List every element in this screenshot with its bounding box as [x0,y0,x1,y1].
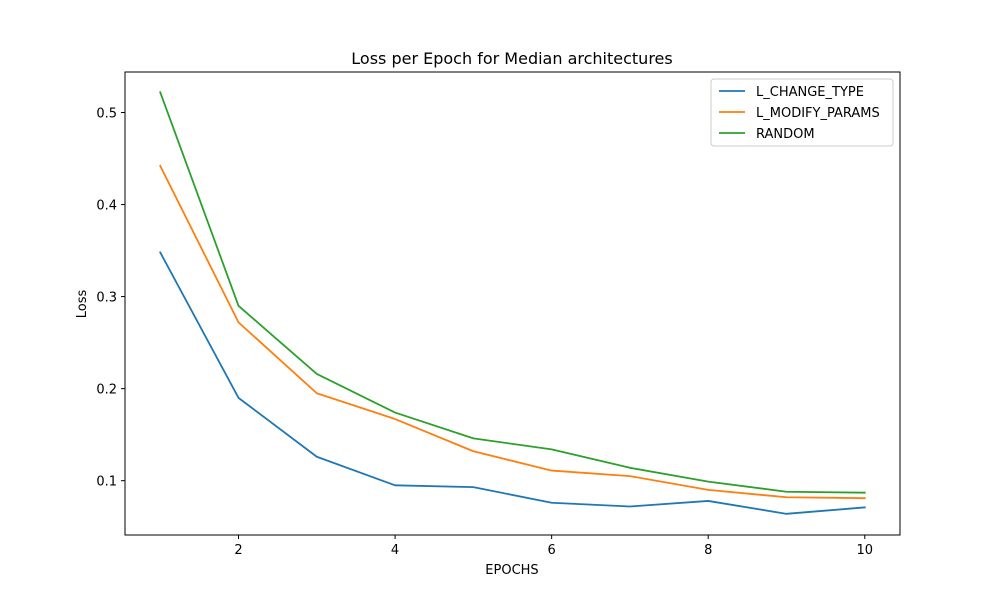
legend-label: L_CHANGE_TYPE [756,85,864,100]
plot-frame [124,71,901,536]
y-axis: 0.1 0.2 0.3 0.4 0.5 [96,107,125,490]
y-axis-label: Loss [75,290,90,319]
x-axis: 2 4 6 8 10 [234,535,873,558]
x-tick-label: 6 [548,543,556,558]
x-tick-label: 2 [234,543,242,558]
y-tick-label: 0.5 [96,107,117,122]
series-line-l-change-type [159,251,866,515]
x-axis-label: EPOCHS [485,563,538,578]
plot-area [159,91,866,515]
y-tick-label: 0.4 [96,199,117,214]
x-tick-label: 4 [391,543,399,558]
legend-box [710,78,894,147]
chart-title: Loss per Epoch for Median architectures [351,49,672,68]
series-line-l-modify-params [159,164,866,500]
y-tick-label: 0.1 [96,475,117,490]
legend-label: L_MODIFY_PARAMS [756,106,880,121]
legend: L_CHANGE_TYPE L_MODIFY_PARAMS RANDOM [710,78,894,147]
y-tick-label: 0.2 [96,383,117,398]
y-tick-label: 0.3 [96,291,117,306]
legend-label: RANDOM [756,127,815,142]
x-tick-label: 10 [856,543,873,558]
series-line-random [159,91,866,494]
x-tick-label: 8 [704,543,712,558]
